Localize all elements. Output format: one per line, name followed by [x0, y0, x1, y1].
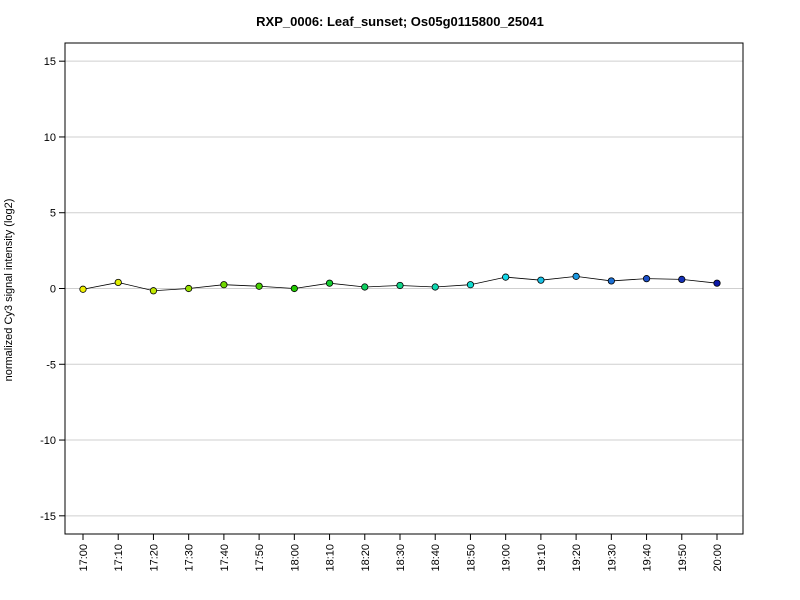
data-point [642, 275, 651, 283]
data-point [466, 281, 475, 289]
x-tick-label: 17:20 [148, 544, 160, 572]
x-tick-label: 19:10 [536, 544, 548, 572]
y-tick-label: -15 [40, 511, 56, 523]
data-point [678, 275, 686, 284]
x-tick-label: 18:20 [360, 544, 372, 572]
data-point [396, 281, 404, 290]
data-point [290, 284, 298, 293]
data-point [79, 285, 87, 293]
data-point [255, 282, 263, 290]
y-tick-label: 5 [50, 208, 56, 220]
y-tick-label: -10 [40, 435, 56, 447]
x-tick-label: 19:50 [677, 544, 689, 572]
y-axis-label: normalized Cy3 signal intensity (log2) [3, 199, 15, 382]
x-tick-label: 18:50 [465, 544, 477, 572]
data-point [220, 281, 228, 289]
x-tick-label: 18:10 [325, 544, 337, 572]
data-point [149, 287, 158, 295]
y-axis: 15 10 5 0 -5 -10 -15 [40, 56, 65, 523]
data-point [114, 278, 122, 287]
x-tick-label: 17:00 [78, 544, 90, 572]
plot-frame [64, 42, 744, 535]
x-tick-label: 18:00 [289, 544, 301, 572]
data-point [361, 283, 369, 291]
x-tick-label: 18:40 [430, 544, 442, 572]
y-tick-label: -5 [46, 359, 56, 371]
x-tick-label: 17:40 [219, 544, 231, 572]
x-axis: 17:00 17:10 17:20 17:30 17:40 17:50 18:00 18:10… [78, 534, 724, 572]
x-tick-label: 19:40 [642, 544, 654, 572]
y-tick-label: 15 [44, 56, 56, 68]
x-tick-label: 19:00 [501, 544, 513, 572]
data-point [431, 283, 439, 291]
data-point [607, 277, 615, 285]
x-tick-label: 20:00 [712, 544, 724, 572]
data-point [325, 279, 334, 287]
chart-title: RXP_0006: Leaf_sunset; Os05g0115800_2504… [256, 14, 544, 29]
x-tick-label: 17:30 [184, 544, 196, 572]
data-point [572, 272, 580, 280]
y-tick-label: 10 [44, 132, 56, 144]
x-tick-label: 19:20 [571, 544, 583, 572]
x-tick-label: 19:30 [606, 544, 618, 572]
y-tick-label: 0 [50, 284, 56, 296]
data-series [79, 272, 721, 295]
x-tick-label: 17:50 [254, 544, 266, 572]
data-point [537, 276, 545, 284]
data-point [185, 284, 193, 293]
data-point [713, 279, 721, 287]
x-tick-label: 18:30 [395, 544, 407, 572]
grid-lines [65, 60, 743, 517]
x-tick-label: 17:10 [113, 544, 125, 572]
data-point [502, 273, 510, 281]
